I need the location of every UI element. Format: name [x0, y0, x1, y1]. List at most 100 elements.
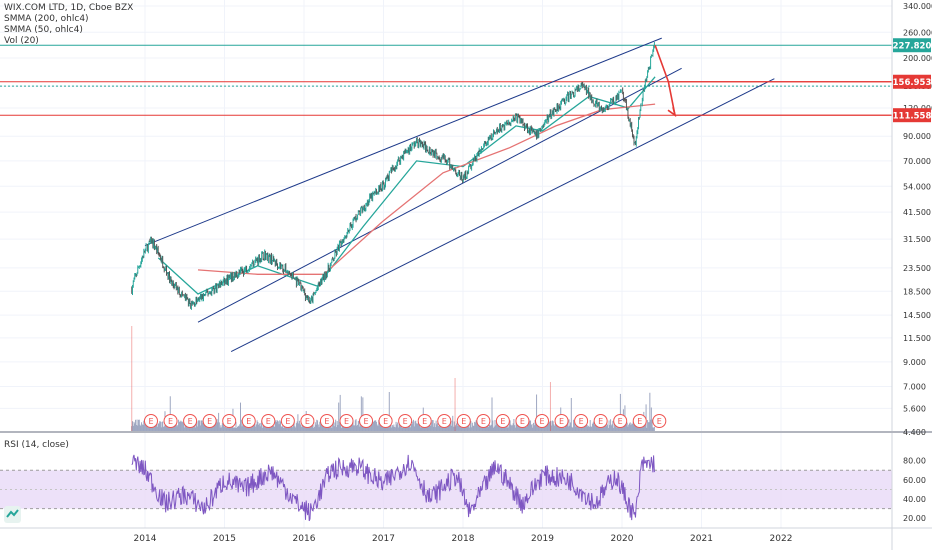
- earnings-e-label: E: [344, 417, 349, 426]
- earnings-e-label: E: [188, 417, 193, 426]
- earnings-e-icon: [163, 414, 178, 428]
- x-tick-label: 2019: [531, 534, 554, 544]
- projection-arrow: [654, 44, 892, 118]
- x-tick-label: 2016: [293, 534, 316, 544]
- earnings-e-icon: [574, 414, 589, 428]
- tradingview-icon[interactable]: [4, 506, 21, 523]
- moving-averages: [157, 76, 656, 295]
- price-label-box: [893, 108, 931, 123]
- earnings-e-icon: [398, 414, 413, 428]
- smma50-line: [157, 76, 656, 295]
- earnings-e-icon: [632, 414, 647, 428]
- price-label: 156.953: [893, 78, 932, 88]
- earnings-e-label: E: [539, 417, 544, 426]
- earnings-e-label: E: [442, 417, 447, 426]
- x-tick-label: 2020: [611, 534, 634, 544]
- x-tick-label: 2022: [770, 534, 793, 544]
- y-tick-label: 340.000: [903, 2, 932, 11]
- earnings-e-icon: [437, 414, 452, 428]
- rsi-tick-label: 20.00: [903, 514, 926, 523]
- horizontal-levels: [0, 44, 892, 116]
- y-tick-label: 9.000: [903, 358, 926, 367]
- earnings-e-icon: [554, 414, 569, 428]
- earnings-e-label: E: [637, 417, 642, 426]
- y-tick-label: 41.500: [903, 208, 931, 217]
- earnings-e-icon: [593, 414, 608, 428]
- x-tick-label: 2018: [452, 534, 475, 544]
- price-label-box: [893, 38, 931, 53]
- y-tick-label: 14.500: [903, 311, 931, 320]
- earnings-e-label: E: [559, 417, 564, 426]
- indicator-volume[interactable]: Vol (20): [4, 36, 39, 46]
- rsi-path: [131, 454, 655, 522]
- rsi-legend[interactable]: RSI (14, close): [4, 440, 69, 450]
- y-tick-label: 5.600: [903, 404, 926, 413]
- y-tick-label: 200.000: [903, 54, 932, 63]
- rsi-line: [131, 454, 655, 522]
- earnings-e-icon: [652, 414, 667, 428]
- grid: [0, 0, 892, 528]
- earnings-e-icon: [613, 414, 628, 428]
- y-tick-label: 7.000: [903, 383, 926, 392]
- y-tick-label: 54.000: [903, 182, 931, 191]
- rsi-tick-label: 80.00: [903, 457, 926, 466]
- earnings-e-label: E: [285, 417, 290, 426]
- earnings-e-icon: [222, 414, 237, 428]
- earnings-e-icon: [241, 414, 256, 428]
- earnings-e-label: E: [148, 417, 153, 426]
- y-tick-label: 31.500: [903, 235, 931, 244]
- earnings-e-label: E: [246, 417, 251, 426]
- earnings-e-icon: [495, 414, 510, 428]
- earnings-e-label: E: [305, 417, 310, 426]
- candles: [131, 42, 655, 310]
- earnings-e-icon: [456, 414, 471, 428]
- x-tick-label: 2017: [372, 534, 395, 544]
- earnings-e-label: E: [579, 417, 584, 426]
- earnings-e-label: E: [364, 417, 369, 426]
- x-tick-label: 2015: [213, 534, 236, 544]
- indicator-smma50[interactable]: SMMA (50, ohlc4): [4, 25, 83, 35]
- earnings-e-icon: [183, 414, 198, 428]
- earnings-e-icon: [144, 414, 158, 428]
- earnings-e-label: E: [461, 417, 466, 426]
- y-tick-label: 11.500: [903, 334, 931, 343]
- price-label: 111.558: [893, 112, 932, 122]
- x-tick-label: 2021: [690, 534, 713, 544]
- earnings-e-label: E: [500, 417, 505, 426]
- y-tick-label: 90.000: [903, 132, 931, 141]
- y-tick-label: 70.000: [903, 157, 931, 166]
- y-tick-label: 23.500: [903, 264, 931, 273]
- earnings-e-icon: [202, 414, 217, 428]
- earnings-e-icon: [359, 414, 374, 428]
- earnings-e-label: E: [520, 417, 525, 426]
- earnings-e-icon: [535, 414, 549, 428]
- x-tick-label: 2014: [134, 534, 157, 544]
- earnings-e-icon: [417, 414, 432, 428]
- earnings-e-label: E: [618, 417, 623, 426]
- earnings-e-label: E: [207, 417, 212, 426]
- earnings-e-icon: [300, 414, 315, 428]
- channel-line: [144, 37, 662, 247]
- earnings-e-icon: [319, 414, 334, 428]
- earnings-e-label: E: [657, 417, 662, 426]
- earnings-e-label: E: [598, 417, 603, 426]
- earnings-e-icon: [261, 414, 276, 428]
- earnings-e-label: E: [422, 417, 427, 426]
- earnings-e-label: E: [481, 417, 486, 426]
- price-label: 227.820: [893, 42, 932, 52]
- indicator-smma200[interactable]: SMMA (200, ohlc4): [4, 14, 89, 24]
- y-tick-label: 18.500: [903, 287, 931, 296]
- y-tick-label: 260.000: [903, 28, 932, 37]
- earnings-e-icon: [515, 414, 530, 428]
- earnings-e-label: E: [266, 417, 271, 426]
- channel-line: [230, 78, 775, 352]
- smma200-line: [197, 103, 656, 275]
- earnings-e-icon: [280, 414, 295, 428]
- earnings-e-label: E: [168, 417, 173, 426]
- earnings-e-label: E: [324, 417, 329, 426]
- rsi-tick-label: 60.00: [903, 476, 926, 485]
- symbol-title[interactable]: WIX.COM LTD, 1D, Cboe BZX: [4, 3, 134, 13]
